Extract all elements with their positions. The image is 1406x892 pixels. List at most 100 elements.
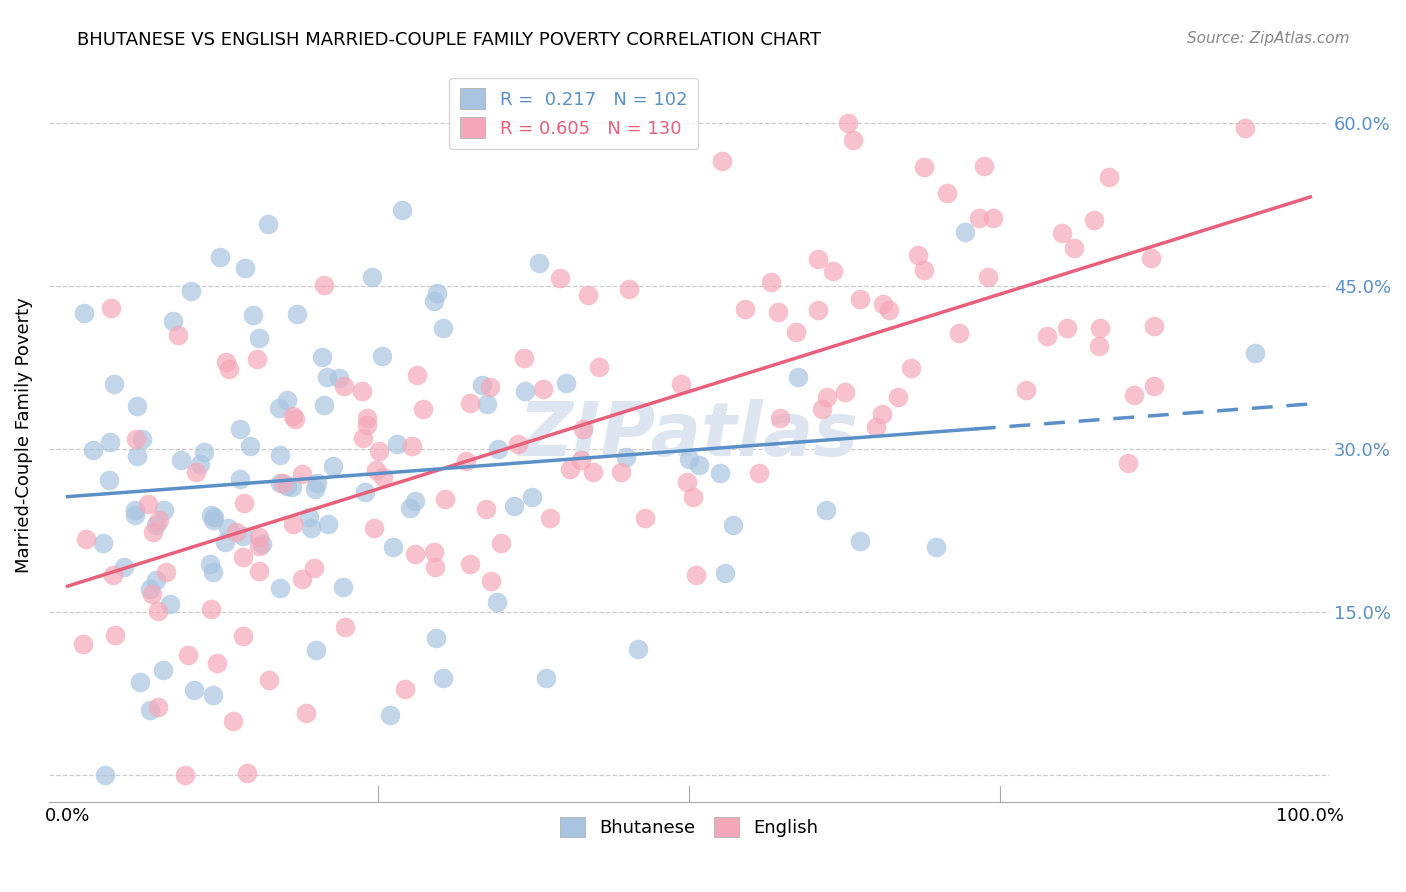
Point bbox=[98, 435, 121, 450]
Point bbox=[1090, 320, 1112, 334]
Point bbox=[380, 708, 402, 723]
Point bbox=[328, 371, 350, 385]
Point bbox=[124, 433, 146, 447]
Point bbox=[935, 186, 957, 201]
Point bbox=[433, 492, 456, 507]
Point bbox=[569, 452, 592, 467]
Point bbox=[848, 533, 870, 548]
Point bbox=[94, 768, 117, 782]
Point bbox=[432, 321, 454, 335]
Point bbox=[366, 463, 388, 477]
Point bbox=[322, 459, 344, 474]
Point bbox=[953, 225, 976, 239]
Point bbox=[281, 480, 304, 494]
Point bbox=[912, 160, 935, 174]
Point bbox=[1143, 318, 1166, 333]
Point bbox=[232, 529, 254, 543]
Point bbox=[72, 637, 94, 651]
Point bbox=[202, 510, 225, 524]
Point bbox=[475, 501, 498, 516]
Point bbox=[232, 629, 254, 643]
Point bbox=[479, 574, 502, 589]
Point bbox=[471, 377, 494, 392]
Point bbox=[527, 256, 550, 270]
Point bbox=[271, 475, 294, 490]
Point bbox=[688, 458, 710, 473]
Point bbox=[186, 465, 208, 479]
Point bbox=[371, 349, 394, 363]
Point bbox=[1244, 346, 1267, 360]
Point bbox=[162, 314, 184, 328]
Point bbox=[152, 502, 174, 516]
Point bbox=[285, 307, 308, 321]
Point bbox=[458, 557, 481, 571]
Point bbox=[229, 472, 252, 486]
Point bbox=[200, 508, 222, 523]
Point bbox=[131, 432, 153, 446]
Point bbox=[1036, 328, 1059, 343]
Y-axis label: Married-Couple Family Poverty: Married-Couple Family Poverty bbox=[15, 298, 32, 574]
Point bbox=[810, 402, 832, 417]
Point bbox=[900, 360, 922, 375]
Point bbox=[312, 398, 335, 412]
Point bbox=[425, 631, 447, 645]
Point bbox=[1140, 252, 1163, 266]
Point bbox=[239, 439, 262, 453]
Point bbox=[669, 376, 692, 391]
Point bbox=[304, 483, 326, 497]
Point bbox=[250, 537, 273, 551]
Point bbox=[627, 642, 650, 657]
Point bbox=[201, 688, 224, 702]
Point bbox=[247, 539, 270, 553]
Point bbox=[842, 132, 865, 146]
Point bbox=[675, 475, 697, 489]
Legend: Bhutanese, English: Bhutanese, English bbox=[553, 809, 825, 845]
Point bbox=[142, 524, 165, 539]
Point bbox=[148, 603, 170, 617]
Point bbox=[363, 520, 385, 534]
Point bbox=[174, 768, 197, 782]
Point bbox=[426, 286, 449, 301]
Point bbox=[170, 453, 193, 467]
Point bbox=[785, 325, 807, 339]
Point bbox=[249, 564, 271, 578]
Point bbox=[125, 450, 148, 464]
Point bbox=[977, 269, 1000, 284]
Point bbox=[768, 411, 790, 425]
Point bbox=[404, 547, 426, 561]
Point bbox=[312, 278, 335, 293]
Point bbox=[257, 673, 280, 687]
Point bbox=[815, 390, 838, 404]
Point bbox=[682, 490, 704, 504]
Point bbox=[291, 467, 314, 482]
Point bbox=[354, 485, 377, 500]
Point bbox=[371, 470, 394, 484]
Point bbox=[148, 513, 170, 527]
Point bbox=[877, 302, 900, 317]
Point bbox=[114, 559, 136, 574]
Point bbox=[967, 211, 990, 226]
Point bbox=[91, 536, 114, 550]
Point bbox=[1050, 226, 1073, 240]
Point bbox=[973, 159, 995, 173]
Point bbox=[849, 293, 872, 307]
Point bbox=[886, 391, 908, 405]
Point bbox=[807, 252, 830, 266]
Point bbox=[582, 465, 605, 479]
Point bbox=[714, 566, 737, 581]
Point bbox=[1143, 379, 1166, 393]
Point bbox=[295, 706, 318, 721]
Point bbox=[284, 411, 307, 425]
Point bbox=[1015, 383, 1038, 397]
Point bbox=[218, 361, 240, 376]
Point bbox=[190, 458, 212, 472]
Point bbox=[356, 411, 378, 425]
Point bbox=[634, 510, 657, 524]
Point bbox=[305, 475, 328, 490]
Point bbox=[489, 536, 512, 550]
Point bbox=[305, 643, 328, 657]
Point bbox=[588, 360, 610, 375]
Point bbox=[685, 567, 707, 582]
Point bbox=[352, 384, 374, 398]
Point bbox=[152, 664, 174, 678]
